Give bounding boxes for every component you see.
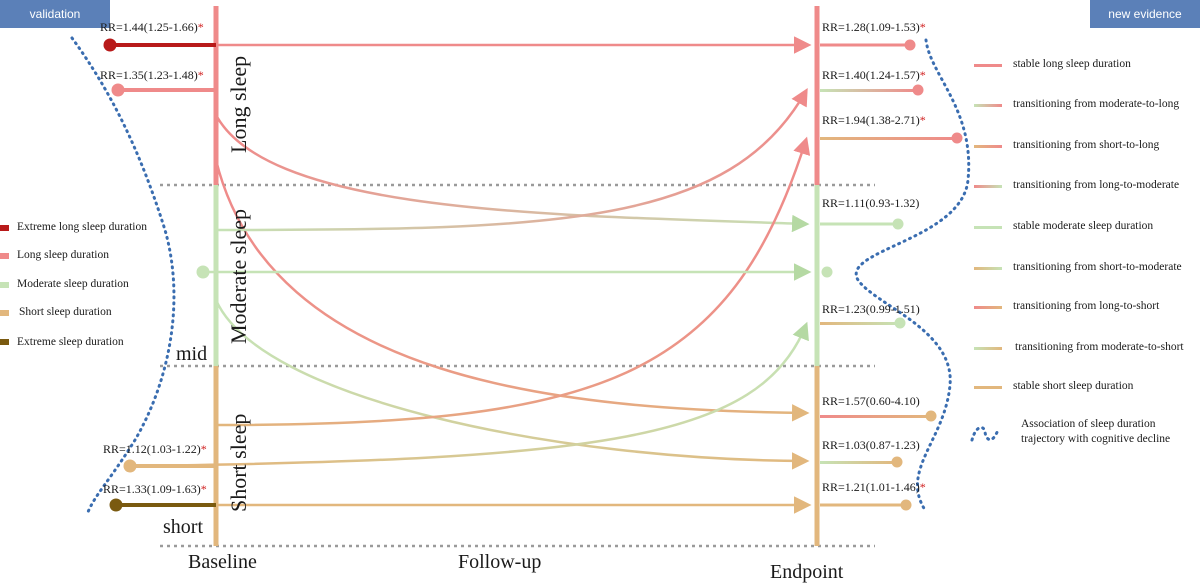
baseline-rr-long: RR=1.35(1.23-1.48)* bbox=[100, 68, 204, 82]
left-legend-label-2: Moderate sleep duration bbox=[17, 278, 129, 290]
endpoint-dot-2 bbox=[912, 84, 924, 96]
endpoint-rr-1: RR=1.28(1.09-1.53)* bbox=[822, 20, 926, 34]
endpoint-dot-4 bbox=[892, 218, 904, 230]
endpoint-dot-9 bbox=[900, 499, 912, 511]
right-legend-swatch-2 bbox=[974, 145, 1002, 148]
axis-label-baseline: Baseline bbox=[188, 551, 257, 573]
endpoint-dot-3 bbox=[951, 132, 963, 144]
endpoint-stub-7 bbox=[820, 415, 931, 418]
endpoint-rr-3: RR=1.94(1.38-2.71)* bbox=[822, 113, 926, 127]
right-legend-label-0: stable long sleep duration bbox=[1013, 58, 1131, 70]
baseline-dot-moderate bbox=[196, 265, 210, 279]
baseline-dot-short bbox=[123, 459, 137, 473]
endpoint-dot-1 bbox=[904, 39, 916, 51]
band-label-long: Long sleep bbox=[226, 55, 251, 153]
dotted-curve-left bbox=[70, 36, 176, 514]
left-legend-label-0: Extreme long sleep duration bbox=[17, 221, 147, 233]
left-legend-label-1: Long sleep duration bbox=[17, 249, 109, 261]
baseline-dot-extreme-short bbox=[109, 498, 123, 512]
endpoint-dot-5 bbox=[821, 266, 833, 278]
baseline-dot-long bbox=[111, 83, 125, 97]
right-legend-swatch-7 bbox=[974, 347, 1002, 350]
endpoint-stub-2 bbox=[820, 89, 918, 92]
right-legend-swatch-8 bbox=[974, 386, 1002, 389]
right-legend-swatch-0 bbox=[974, 64, 1002, 67]
baseline-dot-extreme-long bbox=[103, 38, 117, 52]
endpoint-rr-2: RR=1.40(1.24-1.57)* bbox=[822, 68, 926, 82]
curve-long-to-short bbox=[214, 159, 810, 422]
right-legend-label-3: transitioning from long-to-moderate bbox=[1013, 179, 1180, 191]
right-legend-label-2: transitioning from short-to-long bbox=[1013, 139, 1160, 151]
endpoint-stub-8 bbox=[820, 461, 897, 464]
endpoint-rr-4: RR=1.11(0.93-1.32) bbox=[822, 196, 920, 210]
left-legend-label-4: Extreme sleep duration bbox=[17, 336, 124, 348]
new-evidence-tab: new evidence bbox=[1090, 0, 1200, 28]
right-legend-swatch-6 bbox=[974, 306, 1002, 309]
curve-long-to-moderate bbox=[214, 114, 810, 233]
right-legend-label-1: transitioning from moderate-to-long bbox=[1013, 98, 1180, 110]
baseline-rr-short: RR=1.12(1.03-1.22)* bbox=[103, 442, 207, 456]
endpoint-rr-7: RR=1.03(0.87-1.23) bbox=[822, 438, 920, 452]
validation-tab: validation bbox=[0, 0, 110, 28]
right-legend-label-8: stable short sleep duration bbox=[1013, 380, 1134, 392]
endpoint-dot-8 bbox=[891, 456, 903, 468]
endpoint-rr-8: RR=1.21(1.01-1.46)* bbox=[822, 480, 926, 494]
endpoint-stub-6 bbox=[820, 322, 900, 325]
right-legend-swatch-5 bbox=[974, 267, 1002, 270]
dotted-legend-swatch bbox=[970, 426, 1000, 442]
right-legend-swatch-3 bbox=[974, 185, 1002, 188]
right-legend-label-7: transitioning from moderate-to-short bbox=[1015, 341, 1184, 353]
curve-moderate-to-long bbox=[215, 87, 808, 232]
axis-label-endpoint: Endpoint bbox=[770, 561, 844, 583]
curve-moderate-to-short bbox=[214, 299, 810, 470]
axis-label-followup: Follow-up bbox=[458, 551, 542, 573]
curve-short-to-moderate bbox=[129, 321, 809, 468]
right-legend-swatch-1 bbox=[974, 104, 1002, 107]
curve-short-to-long bbox=[215, 136, 811, 427]
dotted-legend-label: Association of sleep duration trajectory… bbox=[1021, 418, 1171, 445]
right-legend-label-4: stable moderate sleep duration bbox=[1013, 220, 1154, 232]
band-label-moderate: Moderate sleep bbox=[226, 209, 251, 344]
marker-short: short bbox=[163, 516, 203, 538]
baseline-rr-extreme-short: RR=1.33(1.09-1.63)* bbox=[103, 482, 207, 496]
endpoint-dot-6 bbox=[894, 317, 906, 329]
endpoint-rr-5: RR=1.23(0.99-1.51) bbox=[822, 302, 920, 316]
band-label-short: Short sleep bbox=[226, 413, 251, 512]
dotted-curve-right bbox=[854, 38, 971, 512]
baseline-rr-extreme-long: RR=1.44(1.25-1.66)* bbox=[100, 20, 204, 34]
endpoint-stub-3 bbox=[820, 137, 957, 140]
left-legend-label-3: Short sleep duration bbox=[19, 306, 112, 318]
right-legend-label-6: transitioning from long-to-short bbox=[1013, 300, 1160, 312]
right-legend-swatch-4 bbox=[974, 226, 1002, 229]
right-legend-label-5: transitioning from short-to-moderate bbox=[1013, 261, 1182, 273]
marker-mid: mid bbox=[176, 343, 208, 365]
endpoint-rr-6: RR=1.57(0.60-4.10) bbox=[822, 394, 920, 408]
endpoint-dot-7 bbox=[925, 410, 937, 422]
